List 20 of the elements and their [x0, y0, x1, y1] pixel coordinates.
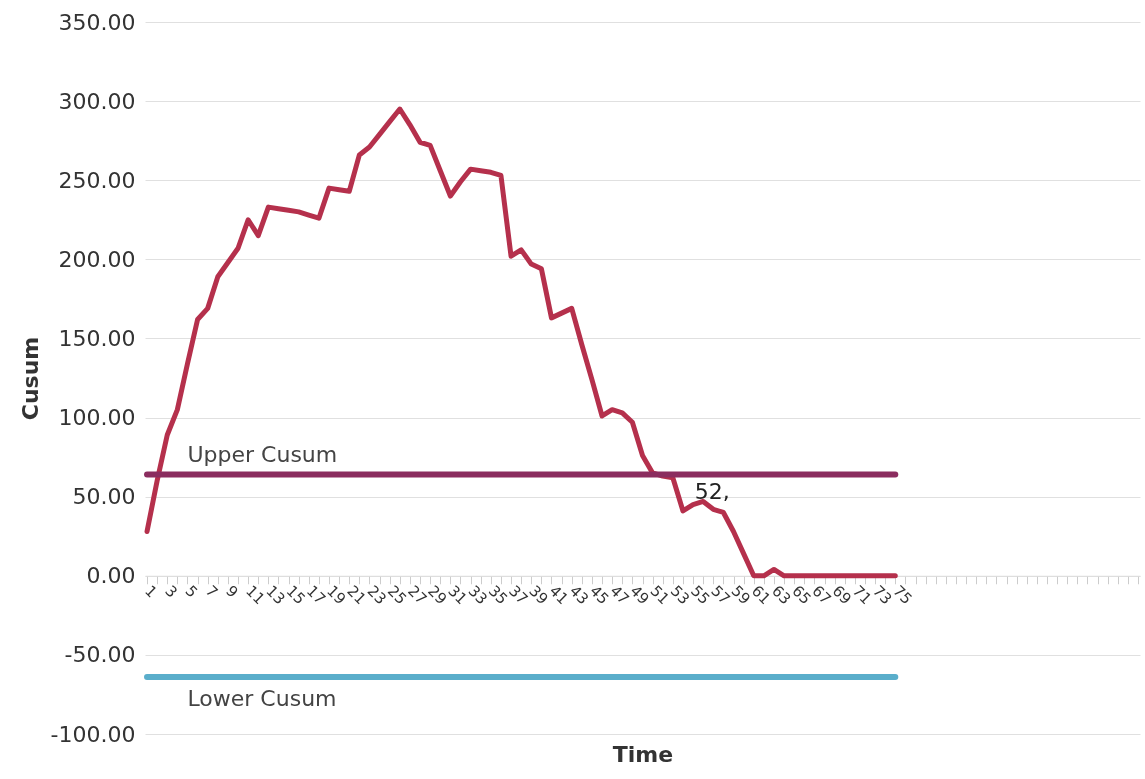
x-tick-label: 7 [201, 581, 222, 602]
x-tick-label: 9 [222, 581, 242, 602]
y-tick-label: 150.00 [58, 325, 136, 351]
y-axis-title: Cusum [17, 336, 43, 421]
y-tick-label: -50.00 [64, 642, 136, 668]
y-tick-label: 350.00 [58, 9, 136, 35]
y-tick-label: 250.00 [58, 167, 136, 193]
series-label: Upper Cusum [187, 441, 338, 467]
x-tick-label: 3 [161, 581, 181, 602]
x-tick-label: 5 [181, 581, 202, 602]
x-axis-title: Time [612, 741, 674, 767]
y-tick-label: 300.00 [58, 88, 136, 114]
y-tick-label: -100.00 [50, 721, 136, 747]
series-label: Lower Cusum [187, 686, 337, 712]
y-tick-label: 100.00 [58, 405, 136, 431]
y-tick-label: 0.00 [86, 563, 136, 589]
y-tick-label: 50.00 [72, 484, 136, 510]
y-tick-label: 200.00 [58, 246, 136, 272]
annotation: 52, [694, 478, 730, 504]
x-tick-label: 1 [141, 581, 161, 602]
